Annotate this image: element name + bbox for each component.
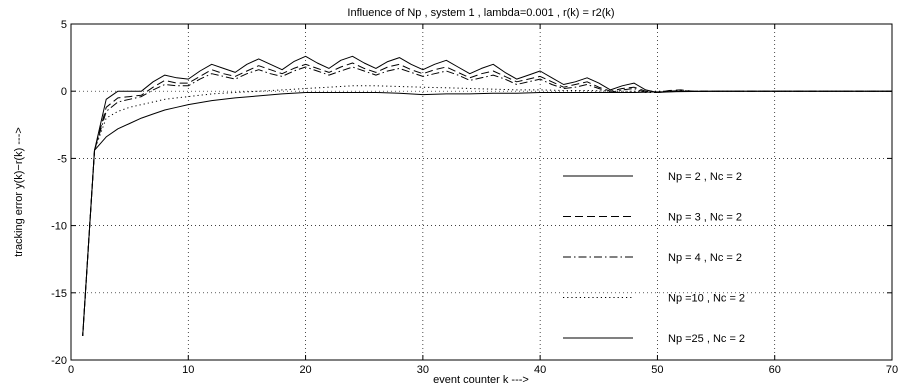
series-line-5 [82, 90, 892, 336]
plot-frame [70, 23, 893, 361]
x-tick-label: 50 [651, 364, 663, 376]
ticks: 0 10 20 30 40 50 60 70 -20 -15 -10 -5 0 5 [51, 19, 898, 376]
x-tick-label: 70 [886, 364, 898, 376]
x-tick-label: 10 [182, 364, 194, 376]
y-tick-label: 0 [61, 86, 67, 98]
x-tick-label: 20 [299, 364, 311, 376]
y-tick-label: -10 [51, 221, 67, 233]
y-tick-label: -15 [51, 288, 67, 300]
legend-label-5: Np =25 , Nc = 2 [668, 333, 745, 345]
y-tick-label: -20 [51, 355, 67, 367]
x-tick-label: 40 [534, 364, 546, 376]
legend-label-4: Np =10 , Nc = 2 [668, 293, 745, 305]
legend-label-1: Np = 2 , Nc = 2 [668, 171, 742, 183]
y-tick-label: 5 [61, 19, 67, 31]
chart-title: Influence of Np , system 1 , lambda=0.00… [347, 7, 614, 19]
legend-label-3: Np = 4 , Nc = 2 [668, 252, 742, 264]
y-axis-label: tracking error y(k)−r(k) ---> [13, 127, 25, 257]
series-line-3 [82, 66, 892, 336]
y-tick-label: -5 [57, 153, 67, 165]
x-tick-label: 30 [417, 364, 429, 376]
x-axis-label: event counter k ---> [433, 374, 529, 385]
legend-label-2: Np = 3 , Nc = 2 [668, 212, 742, 224]
x-tick-label: 0 [68, 364, 74, 376]
series-layer [82, 55, 892, 336]
x-tick-label: 60 [769, 364, 781, 376]
series-line-2 [82, 62, 892, 336]
legend: Np = 2 , Nc = 2 Np = 3 , Nc = 2 Np = 4 , N… [563, 171, 745, 345]
